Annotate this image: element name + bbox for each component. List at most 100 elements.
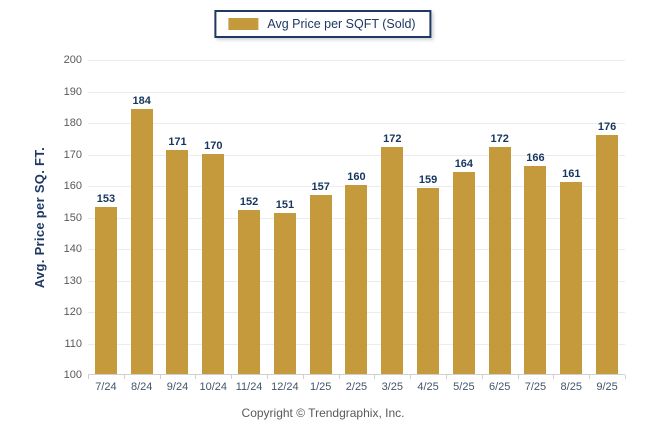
x-axis-tick-label: 12/24 [271, 381, 299, 393]
bar-value-label: 151 [275, 199, 295, 212]
bar [560, 181, 583, 374]
bar-value-label: 176 [597, 120, 617, 133]
x-axis-tick [123, 375, 125, 379]
bar-value-label: 159 [418, 174, 438, 187]
x-axis-tick [410, 375, 412, 379]
x-axis-tick [446, 375, 447, 379]
bar-value-label: 172 [383, 133, 402, 146]
x-axis-tick-label: 10/24 [199, 381, 228, 393]
bar-slot: 159 [410, 60, 446, 374]
bar-value-label: 170 [204, 139, 223, 152]
bar [202, 153, 225, 374]
gridline [88, 60, 625, 61]
x-axis-tick-label: 11/24 [235, 381, 263, 393]
bar-value-label: 161 [562, 167, 581, 180]
bar-value-label: 171 [168, 136, 187, 149]
x-axis-tick-label: 3/25 [381, 381, 403, 393]
bar-value-label: 160 [347, 171, 366, 183]
bar-slot: 151 [267, 60, 303, 374]
x-axis-tick [302, 375, 304, 379]
bar-slot: 152 [231, 60, 267, 374]
bar [524, 166, 547, 374]
x-axis-ticks [88, 374, 626, 379]
bar-value-label: 166 [526, 152, 545, 165]
bar-value-label: 164 [454, 158, 474, 171]
x-axis-tick [625, 375, 626, 379]
bar-slot: 172 [482, 60, 518, 374]
bar [94, 207, 117, 374]
bar [381, 147, 404, 374]
bar-slot: 160 [339, 60, 375, 374]
bar-slot: 166 [518, 60, 554, 374]
plot-area: 200 190 180 170 160 150 140 130 120 110 100 153 184… [64, 54, 626, 381]
y-axis-tick-label: 180 [63, 117, 82, 129]
y-axis-tick-label: 140 [63, 243, 82, 255]
y-axis-tick-label: 110 [64, 337, 82, 350]
chart-legend: Avg Price per SQFT (Sold) [214, 10, 432, 38]
x-axis-tick [231, 375, 233, 379]
gridline [88, 91, 625, 93]
bar [345, 185, 368, 374]
bar [452, 172, 475, 374]
bar-value-label: 172 [490, 133, 509, 146]
x-axis-tick [589, 375, 591, 379]
bar-slot: 172 [374, 60, 410, 374]
x-axis-tick-label: 9/24 [166, 381, 189, 393]
bar-slot: 170 [195, 60, 231, 374]
bar [238, 210, 261, 374]
x-axis-tick-label: 7/25 [524, 381, 547, 393]
bar [273, 213, 296, 374]
bar-value-label: 184 [132, 95, 151, 108]
x-axis-tick-label: 6/25 [488, 381, 511, 393]
x-axis-tick-label: 8/25 [560, 381, 582, 393]
bar-slot: 176 [589, 60, 625, 374]
legend-label: Avg Price per SQFT (Sold) [267, 17, 416, 31]
y-axis-tick-label: 100 [63, 369, 82, 381]
bar [309, 194, 332, 374]
x-axis-tick [159, 375, 161, 379]
gridline [88, 154, 625, 156]
bar-value-label: 152 [239, 196, 259, 209]
x-axis-tick-label: 5/25 [453, 381, 475, 393]
bars: 153 184 171 170 152 151 157 160 172 159 164 172 166 1… [88, 60, 625, 374]
bar-value-label: 157 [311, 180, 330, 193]
x-axis-labels: 7/24 8/24 9/24 10/24 11/24 12/24 1/25 2/25 3/25 4… [88, 381, 625, 393]
copyright-text: Copyright © Trendgraphix, Inc. [241, 406, 405, 420]
y-axis-tick-label: 190 [63, 85, 82, 98]
gridline [88, 123, 625, 124]
y-axis-tick-label: 130 [63, 274, 82, 287]
bar-slot: 157 [303, 60, 339, 374]
x-axis-tick [553, 375, 555, 379]
x-axis-tick [338, 375, 340, 379]
bar [596, 134, 619, 374]
bar-value-label: 153 [96, 193, 116, 205]
legend-swatch [228, 18, 259, 30]
y-axis-tick-label: 170 [63, 148, 82, 161]
y-axis-tick-label: 150 [63, 211, 82, 224]
y-axis-tick-label: 200 [63, 54, 82, 66]
bar-slot: 184 [124, 60, 160, 374]
x-axis-tick-label: 7/24 [95, 381, 117, 393]
x-axis-tick-label: 2/25 [345, 381, 368, 393]
x-axis-tick [267, 375, 268, 379]
y-axis-tick-label: 160 [63, 180, 82, 192]
bar [488, 147, 511, 374]
bar [417, 188, 440, 374]
x-axis-tick [195, 375, 197, 379]
x-axis-tick-label: 8/24 [130, 381, 153, 393]
x-axis-tick-label: 9/25 [596, 381, 618, 393]
x-axis-tick-label: 4/25 [417, 381, 439, 393]
y-axis-tick-label: 120 [63, 306, 82, 318]
bar-slot: 153 [88, 60, 124, 374]
x-axis-tick-label: 1/25 [309, 381, 332, 393]
bar-slot: 164 [446, 60, 482, 374]
x-axis-tick [481, 375, 483, 379]
bar [166, 150, 189, 374]
bar [130, 109, 153, 374]
x-axis-tick [88, 375, 89, 379]
bar-slot: 171 [160, 60, 196, 374]
x-axis-tick [517, 375, 519, 379]
x-axis-tick [374, 375, 376, 379]
bar-slot: 161 [553, 60, 589, 374]
